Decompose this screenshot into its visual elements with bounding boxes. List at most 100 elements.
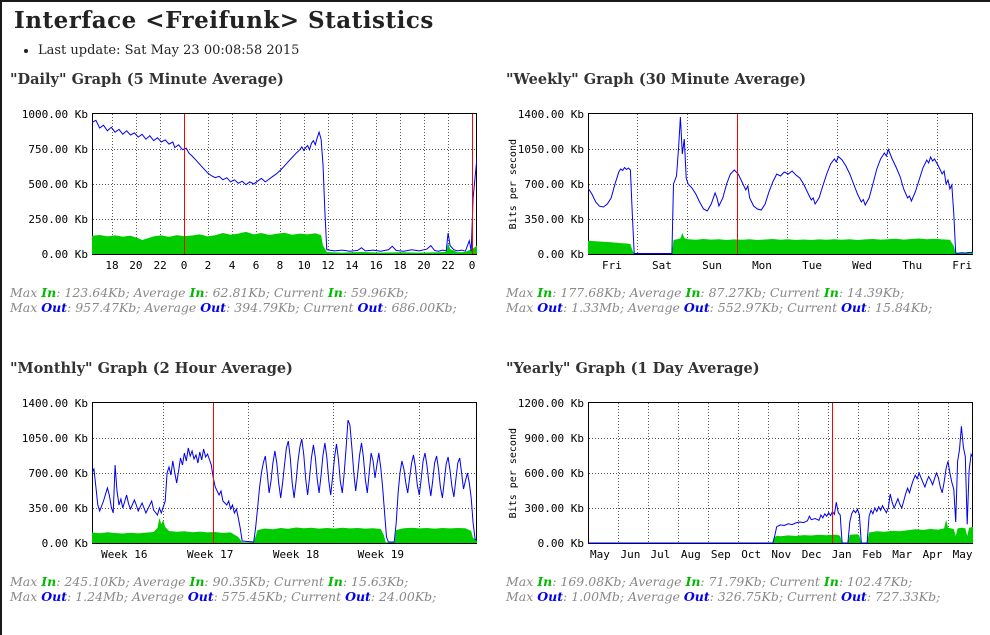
y-axis-title: [10, 402, 24, 544]
x-tick-label: 4: [229, 259, 236, 272]
x-tick-label: Sat: [652, 259, 672, 272]
stat-direction-out: Out: [345, 589, 371, 604]
x-tick-label: Sep: [711, 548, 731, 561]
stat-direction-in: In: [327, 574, 343, 589]
stat-direction-out: Out: [841, 300, 867, 315]
y-axis-title: Bits per second: [506, 113, 520, 255]
stat-word: Average: [624, 589, 684, 604]
x-tick-label: 18: [105, 259, 118, 272]
stats-line-in: Max In: 123.64Kb; Average In: 62.81Kb; C…: [10, 285, 494, 300]
x-tick-label: 14: [345, 259, 359, 272]
stat-value: : 394.79Kb;: [226, 300, 300, 315]
stat-word: Average: [625, 285, 686, 300]
stats-line-out: Max Out: 1.24Mb; Average Out: 575.45Kb; …: [10, 589, 494, 604]
out-traffic-line: [92, 119, 477, 252]
stat-word: Max: [506, 574, 538, 589]
stat-direction-in: In: [41, 285, 57, 300]
x-tick-label: 0: [469, 259, 476, 272]
stat-value: : 1.33Mb;: [563, 300, 625, 315]
stat-direction-in: In: [823, 285, 839, 300]
stat-word: Current: [783, 300, 842, 315]
stat-word: Average: [625, 574, 686, 589]
update-list: Last update: Sat May 23 00:08:58 2015: [24, 43, 990, 58]
in-traffic-area: [588, 519, 973, 543]
yearly-graph-image: Bits per second 1200.00 Kb 900.00 Kb 600.00…: [506, 397, 990, 564]
stat-value: : 727.33Kb;: [866, 589, 941, 604]
stat-word: Average: [129, 285, 190, 300]
y-tick-label: 750.00 Kb: [28, 143, 88, 156]
stat-direction-in: In: [537, 574, 553, 589]
y-tick-label: 250.00 Kb: [28, 213, 88, 226]
last-update-text: Last update: Sat May 23 00:08:58 2015: [38, 43, 990, 58]
stat-value: : 123.64Kb;: [56, 285, 130, 300]
stat-word: Max: [10, 300, 42, 315]
in-traffic-area: [92, 518, 477, 543]
stat-direction-out: Out: [200, 300, 227, 315]
y-axis-title: [10, 113, 24, 255]
stat-value: : 15.63Kb;: [342, 574, 409, 589]
mrtg-page: Interface <Freifunk> Statistics Last upd…: [2, 7, 990, 604]
stat-direction-in: In: [685, 574, 701, 589]
y-tick-label: 300.00 Kb: [524, 502, 584, 515]
monthly-stats: Max In: 245.10Kb; Average In: 90.35Kb; C…: [10, 574, 494, 604]
stat-value: : 14.39Kb;: [838, 285, 905, 300]
stat-direction-out: Out: [41, 589, 68, 604]
stat-direction-out: Out: [537, 589, 564, 604]
y-tick-label: 1400.00 Kb: [21, 397, 88, 410]
y-axis-title-text: Bits per second: [507, 427, 519, 519]
x-tick-label: 18: [393, 259, 406, 272]
yearly-graph-heading: "Yearly" Graph (1 Day Average): [506, 360, 760, 377]
stat-value: : 1.00Mb;: [563, 589, 625, 604]
weekly-graph-heading: "Weekly" Graph (30 Minute Average): [506, 71, 807, 88]
x-tick-label: May: [953, 548, 973, 561]
x-tick-label: 8: [277, 259, 284, 272]
stat-word: Average: [624, 300, 684, 315]
stat-direction-in: In: [189, 285, 205, 300]
graph-section-monthly: "Monthly" Graph (2 Hour Average) 1400.00…: [2, 361, 494, 604]
out-traffic-line: [588, 426, 973, 544]
stat-value: : 102.47Kb;: [838, 574, 913, 589]
x-tick-label: 10: [297, 259, 310, 272]
x-tick-label: 22: [441, 259, 454, 272]
x-tick-label: 2: [205, 259, 212, 272]
stat-word: Max: [506, 589, 538, 604]
x-tick-label: Fri: [602, 259, 622, 272]
stat-direction-out: Out: [41, 300, 68, 315]
x-tick-label: Feb: [862, 548, 882, 561]
stat-direction-in: In: [327, 285, 343, 300]
x-tick-label: Week 17: [187, 548, 233, 561]
y-tick-label: 600.00 Kb: [524, 467, 584, 480]
x-tick-label: Apr: [923, 548, 943, 561]
in-traffic-area: [92, 231, 477, 254]
stat-value: : 71.79Kb;: [700, 574, 766, 589]
stat-value: : 87.27Kb;: [700, 285, 766, 300]
y-tick-label: 700.00 Kb: [28, 467, 88, 480]
stat-word: Max: [10, 589, 42, 604]
x-tick-label: Aug: [681, 548, 701, 561]
stats-line-out: Max Out: 957.47Kb; Average Out: 394.79Kb…: [10, 300, 494, 315]
y-tick-label: 0.00 Kb: [41, 248, 88, 261]
traffic-plot: Fri Sat Sun Mon Tue Wed Thu Fri: [588, 113, 973, 272]
stats-line-in: Max In: 245.10Kb; Average In: 90.35Kb; C…: [10, 574, 494, 589]
graph-section-weekly: "Weekly" Graph (30 Minute Average) Bits …: [494, 72, 990, 315]
stat-word: Max: [506, 300, 538, 315]
stat-value: : 686.00Kb;: [383, 300, 457, 315]
traffic-plot: May Jun Jul Aug Sep Oct Nov Dec Jan Feb Mar Apr May: [588, 402, 973, 561]
weekly-stats: Max In: 177.68Kb; Average In: 87.27Kb; C…: [506, 285, 990, 315]
stat-word: Average: [140, 300, 201, 315]
y-axis-labels: 1000.00 Kb 750.00 Kb 500.00 Kb 250.00 Kb 0.0…: [22, 108, 92, 261]
y-tick-label: 1050.00 Kb: [21, 432, 88, 445]
stat-direction-out: Out: [187, 589, 214, 604]
stat-direction-out: Out: [357, 300, 384, 315]
y-axis-labels: 1400.00 Kb 1050.00 Kb 700.00 Kb 350.00 Kb 0.…: [21, 397, 92, 550]
stat-word: Average: [128, 589, 188, 604]
stat-direction-out: Out: [537, 300, 564, 315]
in-traffic-area: [588, 233, 973, 254]
plot-border: [588, 402, 973, 544]
x-tick-label: Nov: [771, 548, 791, 561]
x-tick-label: Tue: [802, 259, 822, 272]
y-tick-label: 1000.00 Kb: [21, 108, 88, 121]
x-tick-label: Dec: [802, 548, 822, 561]
stat-value: : 1.24Mb;: [67, 589, 129, 604]
stat-word: Average: [129, 574, 190, 589]
